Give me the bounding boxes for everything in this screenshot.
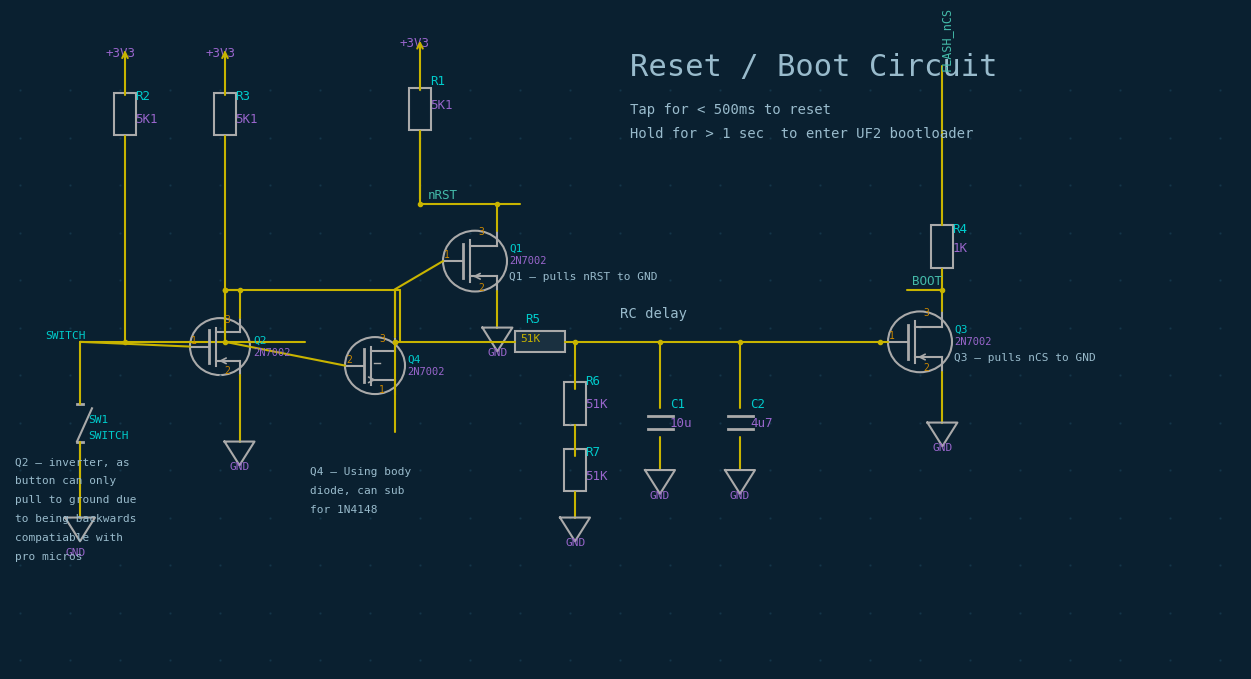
Text: GND: GND xyxy=(488,348,508,358)
Text: 5K1: 5K1 xyxy=(235,113,258,126)
Text: Tap for < 500ms to reset: Tap for < 500ms to reset xyxy=(631,103,831,117)
Text: Hold for > 1 sec  to enter UF2 bootloader: Hold for > 1 sec to enter UF2 bootloader xyxy=(631,126,973,141)
Text: GND: GND xyxy=(731,490,751,500)
Text: R3: R3 xyxy=(235,90,250,103)
Text: Q1 – pulls nRST to GND: Q1 – pulls nRST to GND xyxy=(509,272,658,282)
Text: RC delay: RC delay xyxy=(620,307,687,321)
Text: diode, can sub: diode, can sub xyxy=(310,485,404,496)
Text: 1K: 1K xyxy=(952,242,967,255)
Text: +3V3: +3V3 xyxy=(400,37,430,50)
Text: 2N7002: 2N7002 xyxy=(407,367,444,377)
Text: 1: 1 xyxy=(444,251,450,260)
Bar xyxy=(564,449,585,492)
Text: +3V3: +3V3 xyxy=(105,47,135,60)
Text: C2: C2 xyxy=(751,399,766,411)
Text: pro micros: pro micros xyxy=(15,552,83,562)
Text: 1: 1 xyxy=(191,335,196,346)
Text: FLASH_nCS: FLASH_nCS xyxy=(940,7,952,71)
Text: 51K: 51K xyxy=(585,399,608,411)
Text: GND: GND xyxy=(932,443,953,453)
Text: pull to ground due: pull to ground due xyxy=(15,495,136,505)
Text: Q4 – Using body: Q4 – Using body xyxy=(310,466,412,477)
Text: Q3: Q3 xyxy=(955,325,967,334)
Text: 3: 3 xyxy=(224,315,230,325)
Text: R7: R7 xyxy=(585,446,600,459)
Text: R5: R5 xyxy=(525,313,540,326)
Text: R2: R2 xyxy=(135,90,150,103)
Text: 3: 3 xyxy=(923,308,929,318)
Text: 2N7002: 2N7002 xyxy=(253,348,290,358)
Text: 10u: 10u xyxy=(671,418,693,430)
Text: Q2 – inverter, as: Q2 – inverter, as xyxy=(15,457,130,467)
Text: Q3 – pulls nCS to GND: Q3 – pulls nCS to GND xyxy=(955,353,1096,363)
Text: SWITCH: SWITCH xyxy=(45,331,85,341)
Text: 51K: 51K xyxy=(585,470,608,483)
Text: 2N7002: 2N7002 xyxy=(955,337,992,347)
Text: GND: GND xyxy=(651,490,671,500)
Text: R1: R1 xyxy=(430,75,445,88)
Text: 2: 2 xyxy=(224,366,230,376)
Bar xyxy=(515,331,565,352)
Text: +3V3: +3V3 xyxy=(205,47,235,60)
Text: for 1N4148: for 1N4148 xyxy=(310,504,378,515)
Text: C1: C1 xyxy=(671,399,686,411)
Text: GND: GND xyxy=(565,538,585,548)
Text: Q4: Q4 xyxy=(407,354,420,365)
Text: 5K1: 5K1 xyxy=(135,113,158,126)
Text: 2: 2 xyxy=(478,282,484,293)
Text: GND: GND xyxy=(65,547,85,557)
Text: to being backwards: to being backwards xyxy=(15,514,136,524)
Text: 4u7: 4u7 xyxy=(751,418,773,430)
Bar xyxy=(214,92,236,135)
Text: 1: 1 xyxy=(379,385,385,395)
Text: compatiable with: compatiable with xyxy=(15,533,123,543)
Text: Q2: Q2 xyxy=(253,335,266,346)
Text: 2: 2 xyxy=(923,363,929,373)
Text: GND: GND xyxy=(229,462,250,472)
Text: 5K1: 5K1 xyxy=(430,99,453,112)
Text: 3: 3 xyxy=(379,334,385,344)
Text: 2: 2 xyxy=(347,354,352,365)
Text: SW1: SW1 xyxy=(88,415,109,424)
Text: Q1: Q1 xyxy=(509,244,523,253)
Bar xyxy=(932,225,953,268)
Text: nRST: nRST xyxy=(428,189,458,202)
Bar xyxy=(114,92,136,135)
Text: R6: R6 xyxy=(585,375,600,388)
Text: BOOT: BOOT xyxy=(912,275,942,288)
Text: button can only: button can only xyxy=(15,476,116,486)
Text: 2N7002: 2N7002 xyxy=(509,256,547,266)
Text: SWITCH: SWITCH xyxy=(88,430,129,441)
Bar xyxy=(409,88,432,130)
Text: R4: R4 xyxy=(952,223,967,236)
Bar xyxy=(564,382,585,425)
Text: 3: 3 xyxy=(478,227,484,238)
Text: Reset / Boot Circuit: Reset / Boot Circuit xyxy=(631,53,997,82)
Text: 51K: 51K xyxy=(520,334,540,344)
Text: 1: 1 xyxy=(889,331,894,341)
